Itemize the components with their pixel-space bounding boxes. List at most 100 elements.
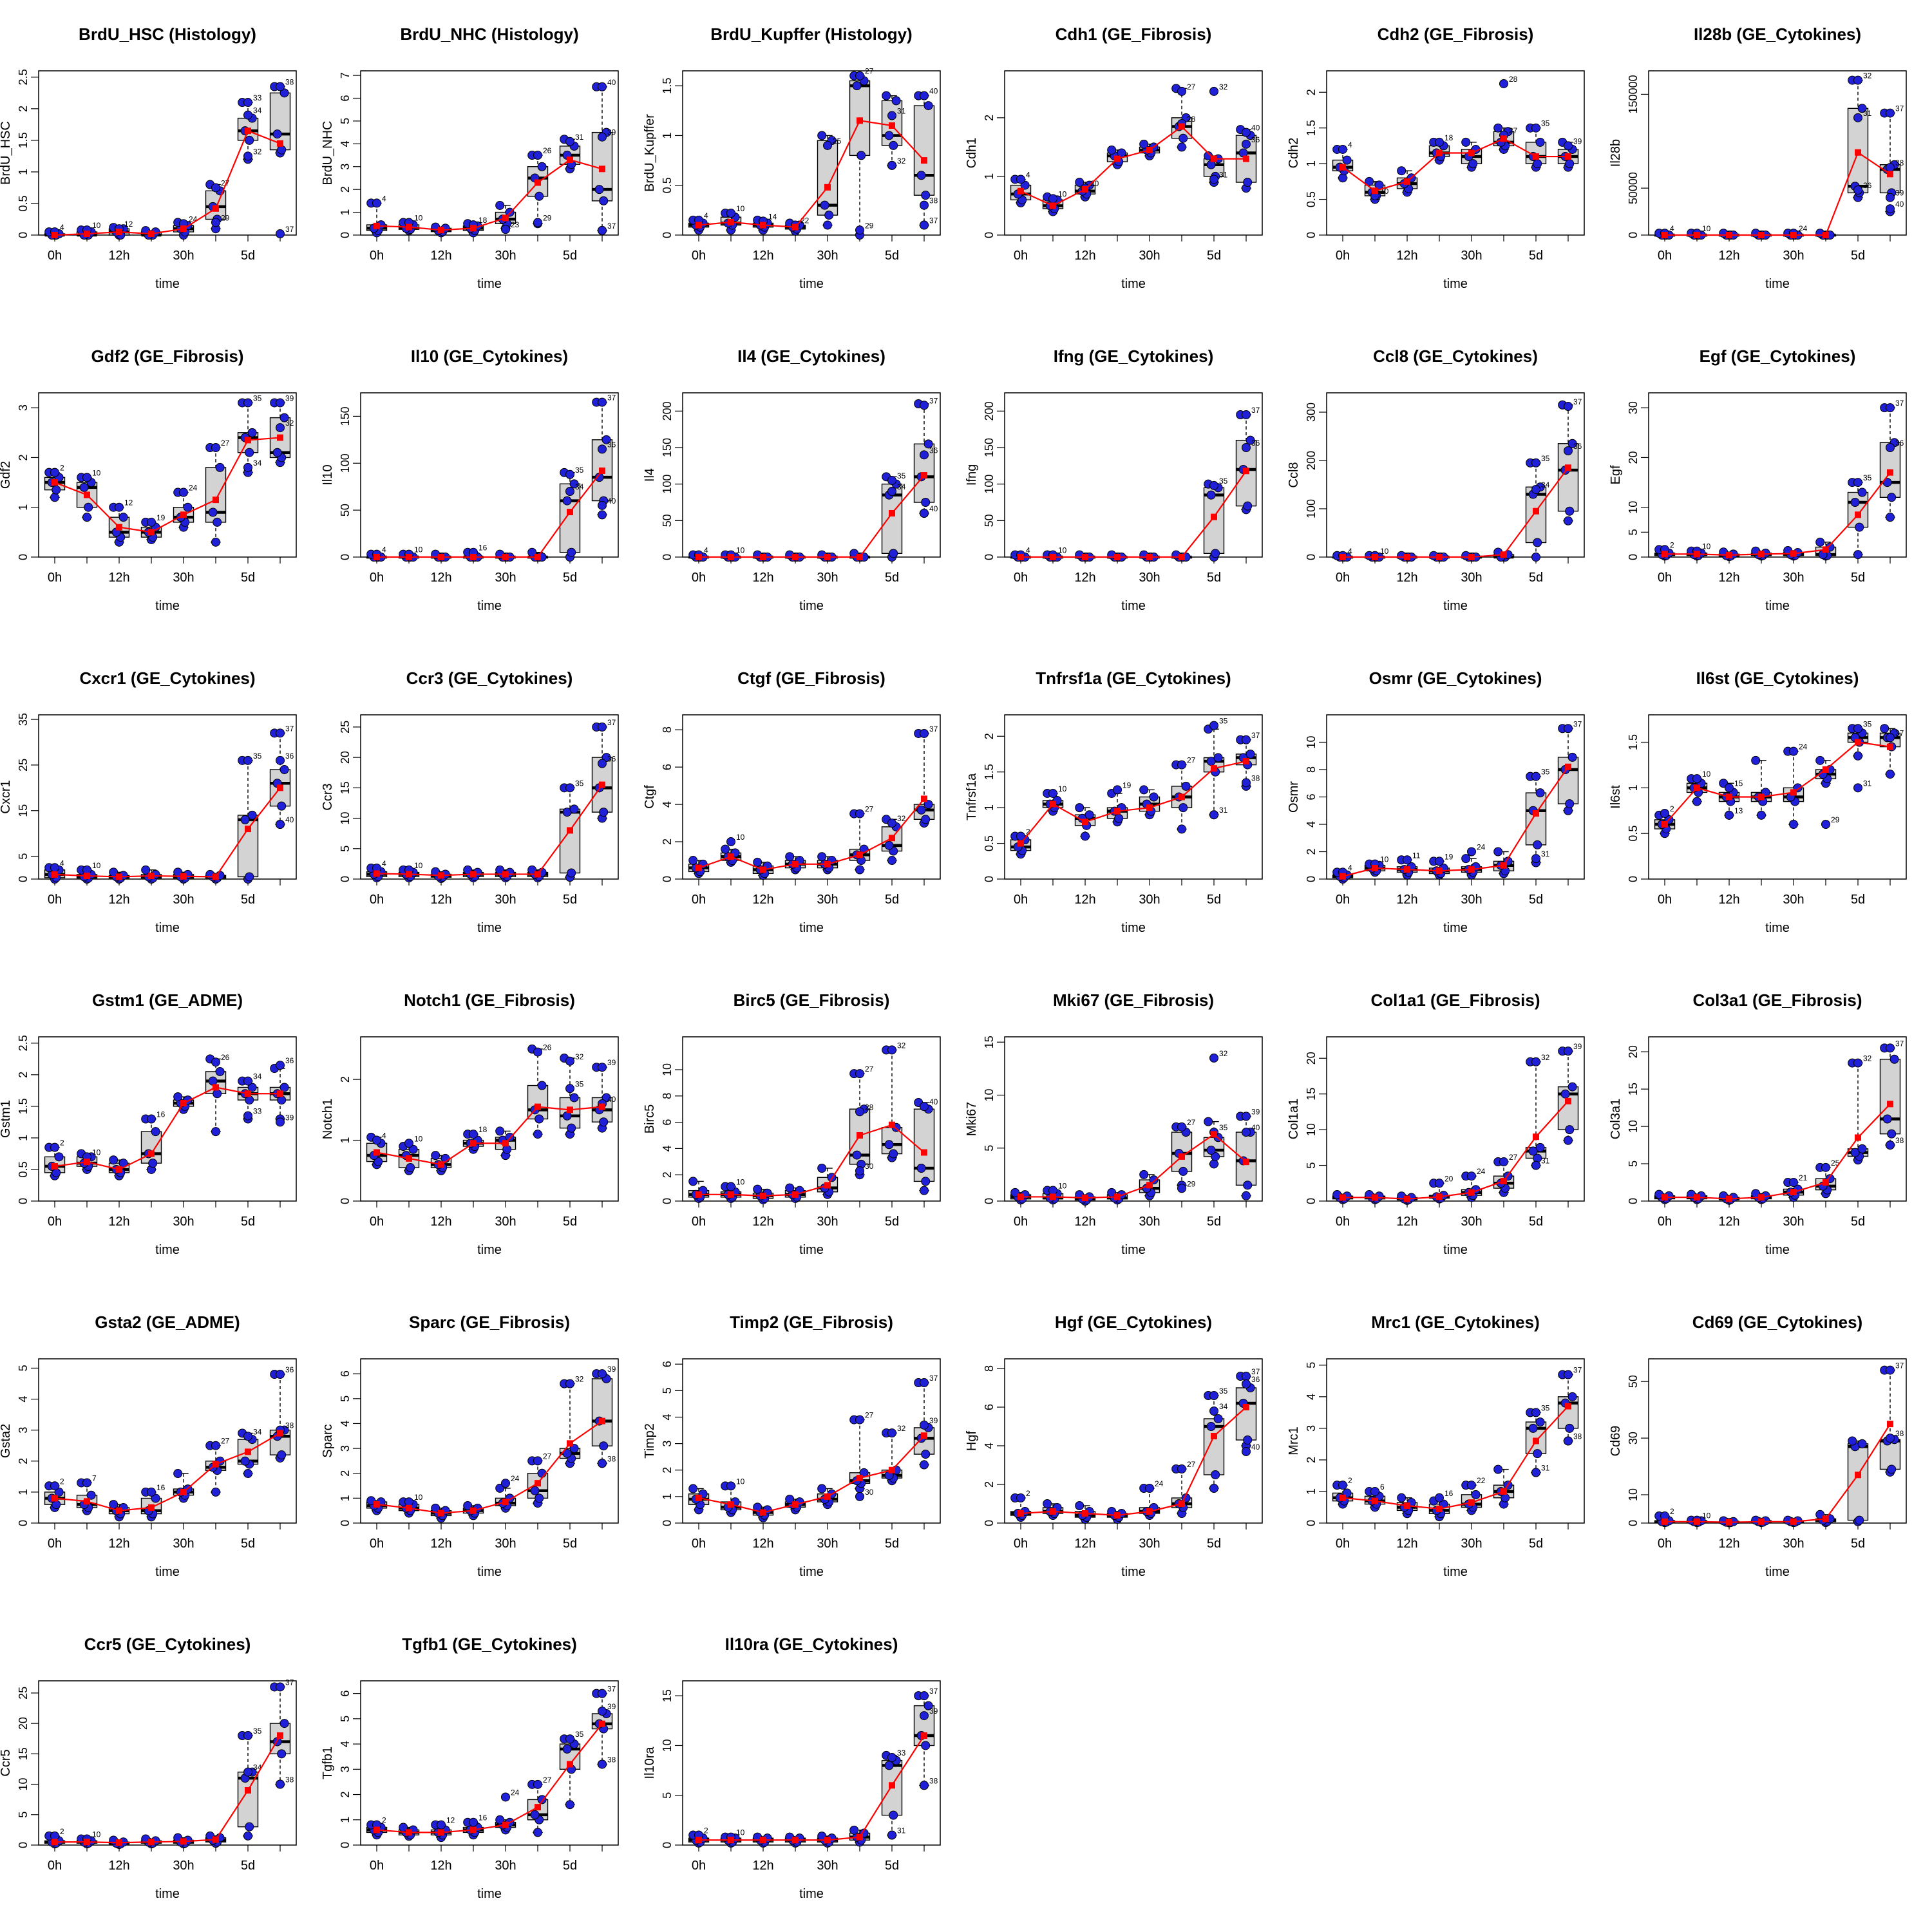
plot-frame <box>682 70 941 236</box>
x-tick-label: 0h <box>1336 1537 1350 1551</box>
labeled-point <box>920 1420 929 1430</box>
labeled-point <box>1435 857 1444 866</box>
sample-point <box>1209 1159 1218 1169</box>
y-axis-label: Mki67 <box>966 1102 979 1136</box>
chart-title: Ctgf (GE_Fibrosis) <box>737 668 886 688</box>
x-tick-label: 0h <box>1014 571 1028 585</box>
mean-point <box>1050 1508 1056 1515</box>
mean-point <box>470 554 477 560</box>
y-tick-label: 0 <box>661 1520 674 1526</box>
point-label: 38 <box>1251 773 1260 782</box>
y-tick-label: 150 <box>339 406 352 426</box>
point-label: 35 <box>1541 119 1550 128</box>
sample-point <box>211 1487 220 1497</box>
x-tick-label: 12h <box>1074 893 1095 907</box>
y-tick-label: 10 <box>661 1063 674 1076</box>
chart-panel: Notch1 (GE_Fibrosis) Notch1 time 0 1 2 0h 12h 30… <box>322 990 619 1257</box>
mean-line <box>54 787 281 878</box>
x-tick-label: 12h <box>1718 249 1739 263</box>
mean-point <box>213 497 219 504</box>
point-label: 38 <box>929 1776 938 1785</box>
labeled-point <box>887 111 896 120</box>
mean-point <box>1662 1194 1668 1201</box>
mean-point <box>1146 1508 1153 1515</box>
mean-point <box>84 231 90 238</box>
point-label: 31 <box>1541 1464 1550 1473</box>
labeled-point <box>501 1792 510 1802</box>
mean-point <box>1243 155 1249 162</box>
sample-point <box>86 1490 96 1500</box>
y-tick-label: 5 <box>17 1365 30 1371</box>
sample-point <box>887 856 896 866</box>
y-tick-label: 10 <box>339 812 352 825</box>
chart-title: Egf (GE_Cytokines) <box>1700 346 1856 366</box>
chart-title: Ifng (GE_Cytokines) <box>1054 346 1213 366</box>
x-tick-label: 12h <box>1396 1215 1417 1229</box>
mean-point <box>406 223 412 231</box>
chart-title: Il6st (GE_Cytokines) <box>1696 668 1859 688</box>
sample-point <box>562 1448 572 1458</box>
labeled-point <box>920 1378 929 1388</box>
y-tick-label: 1.5 <box>983 764 996 780</box>
mean-point <box>1211 513 1217 520</box>
sample-point <box>1397 1493 1406 1502</box>
y-tick-label: 10 <box>17 1778 30 1791</box>
mean-point <box>116 1839 122 1846</box>
labeled-point <box>243 755 252 765</box>
labeled-point <box>565 1379 574 1388</box>
labeled-point <box>1467 1481 1476 1490</box>
point-label: 28 <box>1509 75 1518 84</box>
point-label: 2 <box>60 1139 64 1148</box>
point-label: 24 <box>1799 743 1808 752</box>
sample-point <box>495 200 505 210</box>
chart-panel: Il28b (GE_Cytokines) Il28b time 0 50000 15000… <box>1610 24 1907 291</box>
mean-point <box>1662 821 1668 828</box>
sample-point <box>1177 142 1186 152</box>
x-tick-label: 30h <box>1783 893 1804 907</box>
y-tick-label: 30 <box>1627 401 1640 414</box>
mean-point <box>277 784 283 791</box>
mean-point <box>1179 554 1185 560</box>
point-label: 29 <box>1187 1179 1196 1188</box>
labeled-point <box>1564 1436 1573 1446</box>
y-tick-label: 5 <box>661 1387 674 1394</box>
y-axis-label: Il4 <box>644 468 657 482</box>
sample-point <box>1107 145 1117 155</box>
point-label: 37 <box>929 1374 938 1383</box>
point-label: 10 <box>92 861 101 870</box>
sample-point <box>173 1469 183 1479</box>
point-label: 10 <box>92 1830 101 1839</box>
mean-point <box>535 1480 541 1487</box>
y-tick-label: 2 <box>339 1792 352 1798</box>
point-label: 4 <box>704 211 708 220</box>
mean-point <box>1340 554 1346 560</box>
sample-point <box>1857 488 1867 497</box>
y-tick-label: 0 <box>17 554 30 560</box>
labeled-point <box>855 1069 864 1079</box>
x-tick-label: 5d <box>241 249 255 263</box>
point-label: 29 <box>221 213 230 222</box>
x-tick-label: 30h <box>817 1537 838 1551</box>
point-label: 23 <box>511 220 520 229</box>
y-tick-label: 2 <box>661 1467 674 1473</box>
y-tick-label: 20 <box>339 751 352 764</box>
y-tick-label: 4 <box>661 1414 674 1420</box>
chart-title: Cxcr1 (GE_Cytokines) <box>79 668 255 688</box>
x-tick-label: 30h <box>1139 1537 1160 1551</box>
mean-point <box>1887 171 1893 178</box>
point-label: 37 <box>929 216 938 225</box>
x-tick-label: 30h <box>173 249 194 263</box>
mean-point <box>374 1826 380 1833</box>
mean-line <box>376 784 603 876</box>
y-tick-label: 1 <box>1627 784 1640 791</box>
sample-point <box>1342 155 1352 165</box>
point-label: 27 <box>865 1065 874 1074</box>
mean-point <box>889 1466 895 1473</box>
point-label: 35 <box>1219 1387 1228 1396</box>
sample-point <box>84 502 93 512</box>
labeled-point <box>855 1166 864 1176</box>
chart-panel: Ccr5 (GE_Cytokines) Ccr5 time 0 5 10 15 20 25 0h 1… <box>0 1634 297 1901</box>
labeled-point <box>243 1767 252 1777</box>
x-tick-label: 0h <box>692 893 706 907</box>
